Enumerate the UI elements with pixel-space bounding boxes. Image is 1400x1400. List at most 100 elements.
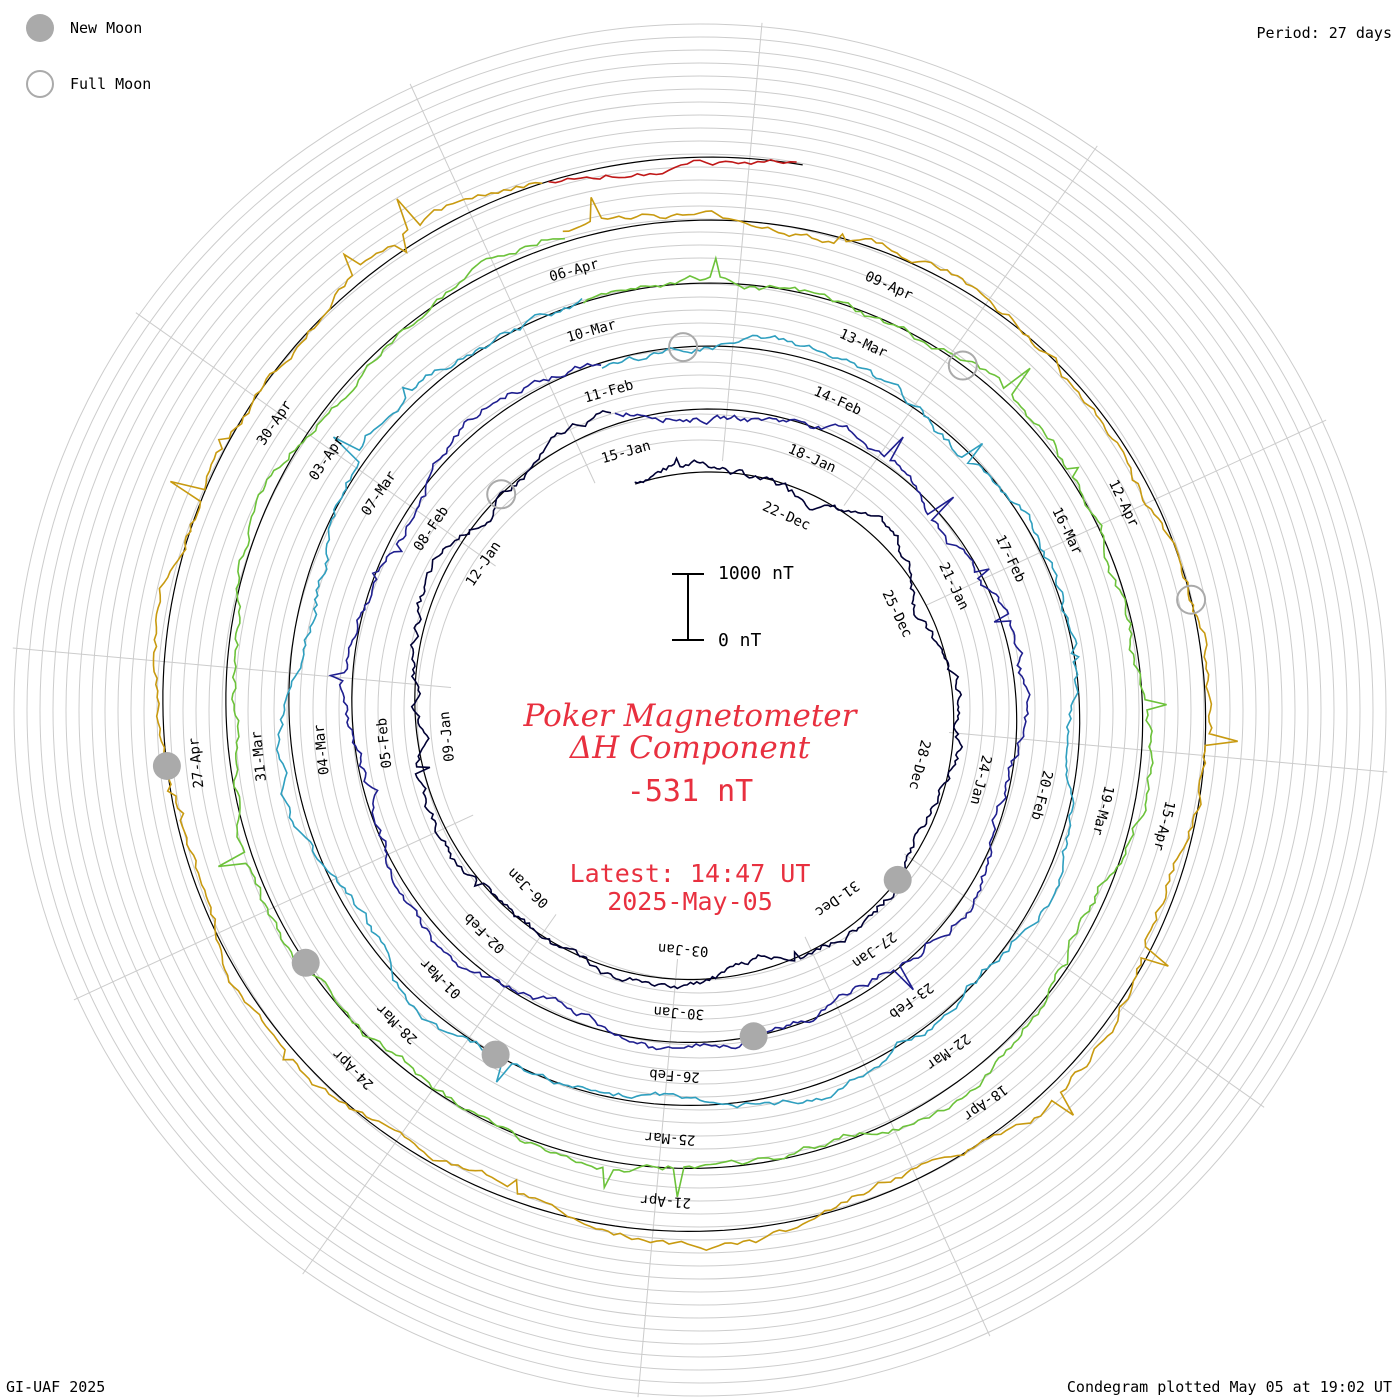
- grid-spoke: [302, 914, 557, 1275]
- grid-ring: [325, 335, 1075, 1085]
- series-line: [218, 237, 1167, 1198]
- grid-ring: [221, 231, 1179, 1189]
- grid-ring: [130, 140, 1270, 1280]
- latest-date: 2025-May-05: [607, 887, 773, 916]
- full-moon-marker: [1176, 584, 1207, 615]
- date-label: 09-Jan: [437, 711, 458, 763]
- plotted-label: Condegram plotted May 05 at 19:02 UT: [1066, 1378, 1392, 1396]
- date-label: 06-Apr: [548, 256, 601, 285]
- grid-spoke: [721, 22, 763, 462]
- grid-ring: [260, 270, 1140, 1150]
- new-moon-marker: [883, 865, 912, 894]
- grid-ring: [26, 36, 1374, 1384]
- date-label: 27-Apr: [186, 737, 207, 789]
- date-label: 18-Jan: [786, 441, 839, 476]
- date-label: 25-Dec: [879, 588, 916, 640]
- grid-ring: [52, 62, 1348, 1358]
- series-line: [152, 181, 1238, 1252]
- grid-spoke: [12, 647, 452, 689]
- chart-title-line2: ΔH Component: [569, 730, 811, 766]
- new-moon-marker: [291, 948, 320, 977]
- grid-ring: [312, 322, 1088, 1098]
- new-moon-marker: [152, 752, 181, 780]
- date-label: 27-Jan: [849, 928, 899, 971]
- date-label: 19-Mar: [1089, 784, 1117, 837]
- grid-ring: [416, 426, 984, 994]
- date-label: 26-Feb: [649, 1065, 701, 1084]
- date-label: 04-Mar: [312, 724, 333, 776]
- latest-time: Latest: 14:47 UT: [569, 859, 811, 888]
- full-moon-icon: [26, 70, 54, 98]
- series-line: [548, 158, 797, 184]
- date-label: 03-Jan: [657, 940, 709, 959]
- scale-top-label: 1000 nT: [718, 563, 794, 584]
- grid-ring: [247, 257, 1153, 1163]
- grid-ring: [429, 439, 971, 981]
- grid-ring: [78, 88, 1322, 1332]
- grid-spokes: [12, 22, 1388, 1398]
- new-moon-marker: [481, 1040, 510, 1069]
- legend-full-moon: Full Moon: [26, 68, 151, 100]
- date-label: 25-Mar: [644, 1128, 696, 1147]
- legend-full-moon-label: Full Moon: [70, 75, 152, 93]
- legend-new-moon: New Moon: [26, 12, 142, 44]
- grid-ring: [195, 205, 1205, 1215]
- full-moon-marker: [668, 332, 699, 363]
- grid-ring: [377, 387, 1023, 1033]
- grid-ring: [182, 192, 1218, 1228]
- series-line: [275, 297, 1080, 1109]
- new-moon-icon: [26, 14, 54, 42]
- grid-ring: [234, 244, 1166, 1176]
- grid-ring: [390, 400, 1010, 1020]
- grid-ring: [273, 283, 1127, 1137]
- grid-ring: [169, 179, 1231, 1241]
- date-label: 03-Apr: [306, 433, 348, 484]
- date-label: 24-Jan: [967, 753, 995, 806]
- grid-ring: [338, 348, 1062, 1072]
- date-label: 10-Mar: [565, 317, 618, 346]
- moon-markers: [152, 332, 1207, 1069]
- date-label: 31-Mar: [249, 730, 270, 782]
- new-moon-marker: [739, 1022, 768, 1051]
- date-label: 15-Apr: [1150, 799, 1178, 852]
- date-label: 07-Mar: [358, 468, 400, 519]
- date-label: 14-Feb: [811, 384, 864, 419]
- grid-spoke: [637, 958, 679, 1398]
- grid-ring: [104, 114, 1296, 1306]
- series-line: [328, 362, 1031, 1051]
- grid-spoke: [804, 936, 991, 1337]
- grid-ring: [13, 23, 1387, 1397]
- grid-rings: [13, 23, 1387, 1397]
- grid-ring: [91, 101, 1309, 1319]
- grid-ring: [39, 49, 1361, 1371]
- date-label: 24-Apr: [330, 1046, 377, 1093]
- grid-spoke: [926, 419, 1327, 606]
- date-label: 30-Jan: [653, 1003, 705, 1022]
- credit-label: GI-UAF 2025: [6, 1378, 106, 1396]
- grid-ring: [156, 166, 1244, 1254]
- grid-ring: [286, 296, 1114, 1124]
- grid-ring: [208, 218, 1192, 1202]
- scale-bar: [672, 573, 704, 641]
- scale-bottom-label: 0 nT: [718, 630, 762, 651]
- grid-ring: [143, 153, 1257, 1267]
- grid-ring: [117, 127, 1283, 1293]
- series-line: [409, 410, 964, 990]
- current-value: -531 nT: [626, 774, 754, 809]
- grid-spoke: [409, 83, 596, 484]
- date-label: 13-Mar: [837, 326, 890, 361]
- full-moon-marker: [947, 350, 978, 381]
- grid-ring: [65, 75, 1335, 1345]
- period-label: Period: 27 days: [1256, 24, 1392, 42]
- date-label: 05-Feb: [374, 717, 395, 769]
- full-moon-marker: [486, 479, 517, 510]
- legend-new-moon-label: New Moon: [70, 19, 143, 37]
- series-lines: [152, 158, 1238, 1252]
- date-label: 18-Apr: [960, 1081, 1010, 1124]
- grid-ring: [299, 309, 1101, 1111]
- date-label: 17-Feb: [992, 533, 1029, 585]
- date-label: 09-Apr: [862, 269, 915, 304]
- date-label: 21-Apr: [640, 1191, 692, 1210]
- grid-spoke: [135, 312, 496, 567]
